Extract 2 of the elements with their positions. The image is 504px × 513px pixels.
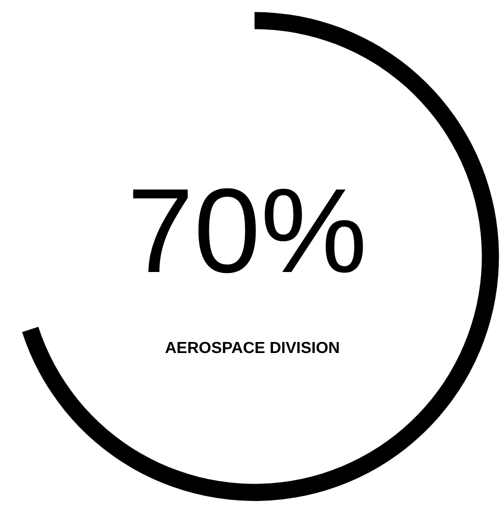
slice-label: AEROSPACE DIVISION xyxy=(165,340,340,357)
data-label: 70% xyxy=(127,164,368,298)
